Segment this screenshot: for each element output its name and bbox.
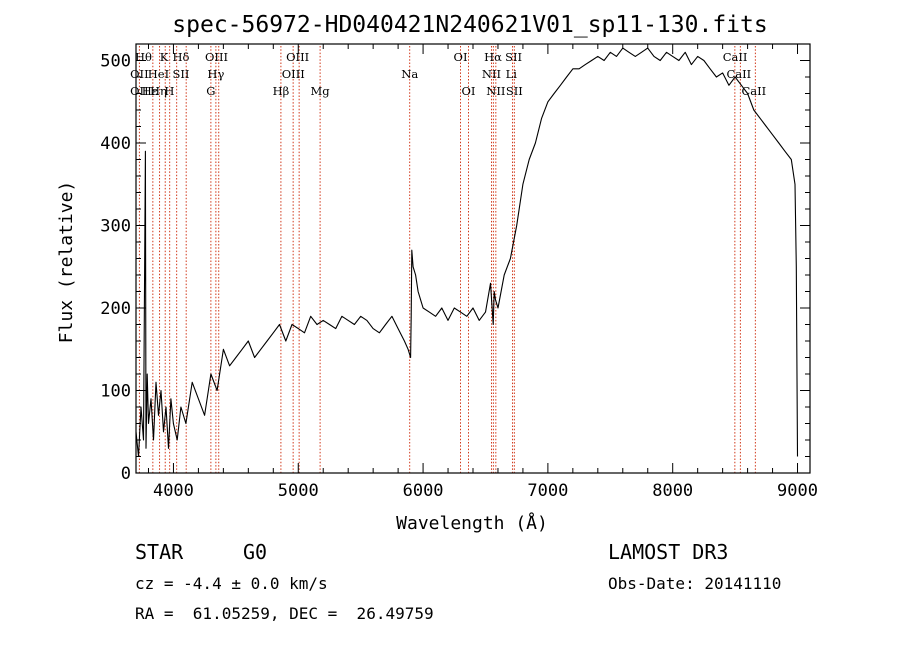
plot-frame [135,43,811,474]
y-axis-ticks: 0 100 200 300 400 500 [100,52,810,484]
y-tick-label: 300 [100,217,131,237]
emission-line-label: Hε [142,84,158,98]
spectrum-line [135,47,799,458]
x-tick-label: 5000 [278,481,319,501]
emission-line-label: OIII [205,50,228,64]
emission-line-label: G [206,84,215,98]
emission-line-label: SII [172,67,189,81]
x-tick-label: 7000 [527,481,568,501]
emission-line-label: Hβ [273,84,290,98]
emission-line-markers [138,46,756,473]
emission-line-label: Li [506,67,518,81]
emission-line-label: Hθ [135,50,152,64]
y-tick-label: 500 [100,52,131,72]
x-axis-ticks: 4000 5000 6000 7000 8000 9000 [147,44,818,501]
x-axis-label: Wavelength (Å) [396,512,548,534]
x-tick-label: 6000 [403,481,444,501]
emission-line-label: Na [401,67,418,81]
redshift-text: cz = -4.4 ± 0.0 km/s [135,574,328,593]
emission-line-label: SII [506,84,523,98]
x-tick-label: 9000 [777,481,818,501]
emission-line-label: CaII [726,67,751,81]
emission-line-label: K [160,50,169,64]
x-tick-label: 8000 [652,481,693,501]
emission-line-label: OI [462,84,476,98]
y-tick-label: 200 [100,299,131,319]
y-tick-label: 100 [100,382,131,402]
subclass: G0 [243,540,268,564]
emission-line-label: Hδ [172,50,189,64]
emission-line-label: OII [130,67,149,81]
x-tick-label: 4000 [153,481,194,501]
y-tick-label: 0 [121,464,131,484]
emission-line-label: OIII [286,50,309,64]
emission-line-label: CaII [723,50,748,64]
emission-line-label: OI [454,50,468,64]
emission-line-label: OIII [282,67,305,81]
emission-line-label: SII [505,50,522,64]
y-axis-label: Flux (relative) [56,181,77,344]
emission-line-label: Hα [484,50,502,64]
emission-line-label: Hη [150,84,167,98]
emission-line-label: H [164,84,174,98]
emission-line-label: Mg [311,84,331,98]
emission-line-label: Hγ [207,67,224,81]
object-class: STAR [135,540,184,564]
chart-title: spec-56972-HD040421N240621V01_sp11-130.f… [172,12,767,38]
emission-line-label: NII [486,84,505,98]
y-tick-label: 400 [100,134,131,154]
obs-date-text: Obs-Date: 20141110 [608,574,782,593]
emission-line-label: NII [482,67,501,81]
spectrum-series [135,47,799,458]
emission-line-label: HeI [148,67,169,81]
coords-text: RA = 61.05259, DEC = 26.49759 [135,604,434,623]
survey-label: LAMOST DR3 [608,540,729,564]
emission-line-label: OII [130,84,149,98]
